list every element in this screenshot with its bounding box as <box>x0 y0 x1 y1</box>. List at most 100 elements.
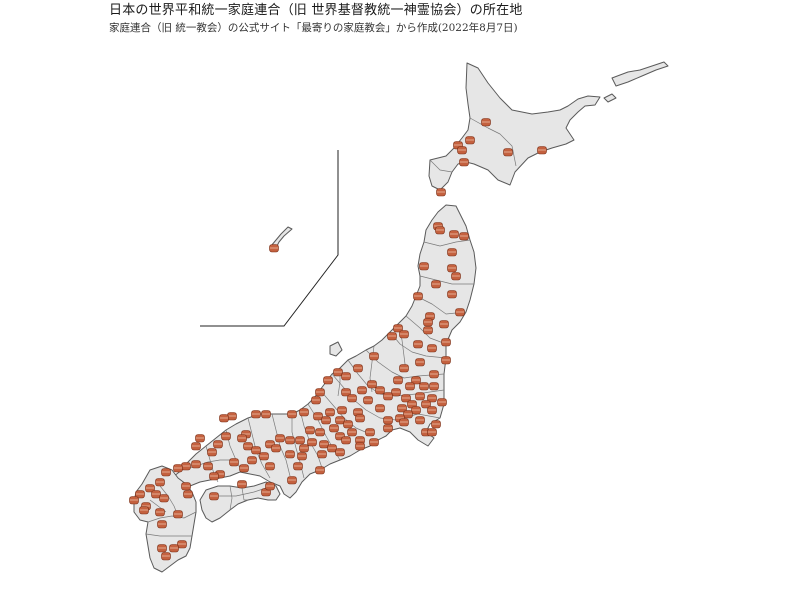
church-location-icon <box>451 272 461 281</box>
church-location-icon <box>227 412 237 421</box>
church-location-icon <box>213 440 223 449</box>
church-location-icon <box>181 462 191 471</box>
church-location-icon <box>315 466 325 475</box>
church-location-icon <box>169 544 179 553</box>
church-location-icon <box>405 382 415 391</box>
church-location-icon <box>271 444 281 453</box>
church-location-icon <box>455 308 465 317</box>
church-location-icon <box>247 456 257 465</box>
region-kuril <box>611 61 669 87</box>
church-location-icon <box>437 398 447 407</box>
church-location-icon <box>341 372 351 381</box>
church-location-icon <box>293 462 303 471</box>
church-location-icon <box>151 490 161 499</box>
church-location-icon <box>173 510 183 519</box>
church-location-icon <box>413 292 423 301</box>
church-location-icon <box>207 448 217 457</box>
church-location-icon <box>411 376 421 385</box>
church-location-icon <box>399 330 409 339</box>
church-location-icon <box>447 264 457 273</box>
church-location-icon <box>419 262 429 271</box>
church-location-icon <box>329 424 339 433</box>
church-location-icon <box>375 386 385 395</box>
church-location-icon <box>431 280 441 289</box>
church-location-icon <box>265 482 275 491</box>
church-location-icon <box>537 146 547 155</box>
church-location-icon <box>341 388 351 397</box>
markers-layer <box>129 118 547 561</box>
church-location-icon <box>423 318 433 327</box>
church-location-icon <box>431 420 441 429</box>
church-location-icon <box>335 448 345 457</box>
church-location-icon <box>343 420 353 429</box>
church-location-icon <box>177 540 187 549</box>
church-location-icon <box>221 432 231 441</box>
church-location-icon <box>391 388 401 397</box>
church-location-icon <box>285 450 295 459</box>
church-location-icon <box>299 444 309 453</box>
church-location-icon <box>459 158 469 167</box>
region-hokkaido <box>428 62 601 191</box>
page-title: 日本の世界平和統一家庭連合（旧 世界基督教統一神霊協会）の所在地 <box>109 3 523 18</box>
church-location-icon <box>355 442 365 451</box>
church-location-icon <box>415 358 425 367</box>
church-location-icon <box>375 404 385 413</box>
church-location-icon <box>323 376 333 385</box>
church-location-icon <box>415 392 425 401</box>
church-location-icon <box>435 226 445 235</box>
church-location-icon <box>159 494 169 503</box>
church-location-icon <box>315 428 325 437</box>
church-location-icon <box>251 446 261 455</box>
church-location-icon <box>315 388 325 397</box>
church-location-icon <box>419 382 429 391</box>
church-location-icon <box>415 416 425 425</box>
church-location-icon <box>265 462 275 471</box>
church-location-icon <box>353 364 363 373</box>
church-location-icon <box>439 320 449 329</box>
church-location-icon <box>237 434 247 443</box>
church-location-icon <box>367 380 377 389</box>
church-location-icon <box>285 436 295 445</box>
church-location-icon <box>387 332 397 341</box>
church-location-icon <box>393 324 403 333</box>
church-location-icon <box>447 248 457 257</box>
church-location-icon <box>429 382 439 391</box>
church-location-icon <box>363 396 373 405</box>
church-location-icon <box>299 408 309 417</box>
church-location-icon <box>441 356 451 365</box>
page-subtitle: 家庭連合（旧 統一教会）の公式サイト「最寄りの家庭教会」から作成(2022年8月… <box>109 22 518 34</box>
church-location-icon <box>427 394 437 403</box>
church-location-icon <box>157 520 167 529</box>
church-location-icon <box>436 188 446 197</box>
church-location-icon <box>251 410 261 419</box>
church-location-icon <box>139 506 149 515</box>
church-location-icon <box>481 118 491 127</box>
church-location-icon <box>287 476 297 485</box>
church-location-icon <box>425 312 435 321</box>
church-location-icon <box>427 344 437 353</box>
church-location-icon <box>191 442 201 451</box>
church-location-icon <box>313 412 323 421</box>
church-location-icon <box>145 484 155 493</box>
church-location-icon <box>421 400 431 409</box>
church-location-icon <box>317 450 327 459</box>
okinawa-inset-line <box>200 150 339 327</box>
region-sado <box>329 341 343 357</box>
church-location-icon <box>327 444 337 453</box>
church-location-icon <box>191 460 201 469</box>
church-location-icon <box>321 416 331 425</box>
church-location-icon <box>399 418 409 427</box>
church-location-icon <box>397 404 407 413</box>
church-location-icon <box>157 544 167 553</box>
church-location-icon <box>413 340 423 349</box>
church-location-icon <box>307 438 317 447</box>
church-location-icon <box>209 492 219 501</box>
church-location-icon <box>365 428 375 437</box>
church-location-icon <box>337 406 347 415</box>
church-location-icon <box>183 490 193 499</box>
church-location-icon <box>347 428 357 437</box>
church-location-icon <box>369 352 379 361</box>
church-location-icon <box>269 244 279 253</box>
church-location-icon <box>155 508 165 517</box>
